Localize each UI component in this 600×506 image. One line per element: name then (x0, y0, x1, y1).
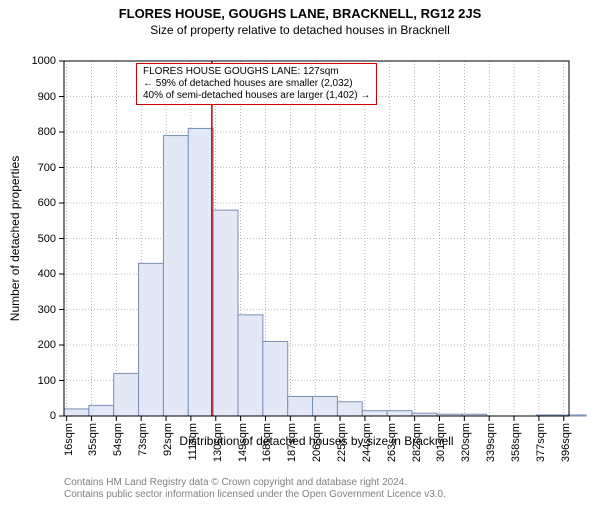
y-tick-label: 800 (16, 126, 56, 138)
chart-area: FLORES HOUSE GOUGHS LANE: 127sqm ← 59% o… (64, 61, 569, 416)
y-tick-label: 400 (16, 268, 56, 280)
copyright-line-1: Contains HM Land Registry data © Crown c… (64, 477, 446, 489)
annotation-line-1: FLORES HOUSE GOUGHS LANE: 127sqm (143, 66, 370, 78)
y-tick-label: 900 (16, 91, 56, 103)
y-tick-label: 200 (16, 339, 56, 351)
annotation-box: FLORES HOUSE GOUGHS LANE: 127sqm ← 59% o… (136, 63, 377, 105)
y-tick-label: 500 (16, 233, 56, 245)
y-tick-label: 0 (16, 410, 56, 422)
copyright-line-2: Contains public sector information licen… (64, 489, 446, 501)
histogram-chart (64, 61, 569, 416)
page-title: FLORES HOUSE, GOUGHS LANE, BRACKNELL, RG… (0, 6, 600, 21)
y-tick-label: 300 (16, 304, 56, 316)
y-tick-label: 100 (16, 375, 56, 387)
copyright-text: Contains HM Land Registry data © Crown c… (64, 477, 446, 500)
annotation-line-3: 40% of semi-detached houses are larger (… (143, 90, 370, 102)
x-axis-label: Distribution of detached houses by size … (64, 434, 569, 448)
page-subtitle: Size of property relative to detached ho… (0, 23, 600, 37)
y-tick-label: 600 (16, 197, 56, 209)
y-tick-label: 1000 (16, 55, 56, 67)
y-tick-label: 700 (16, 162, 56, 174)
annotation-line-2: ← 59% of detached houses are smaller (2,… (143, 78, 370, 90)
